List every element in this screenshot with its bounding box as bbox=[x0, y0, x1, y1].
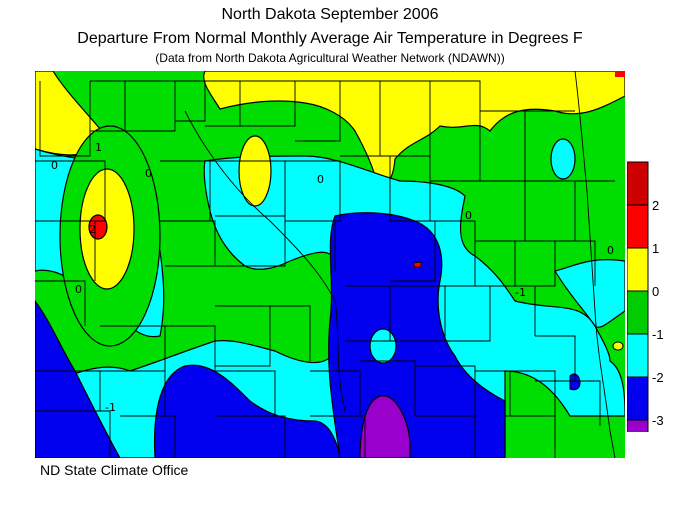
zone-red-corner bbox=[615, 71, 625, 77]
zone-yellow-east-spot bbox=[612, 341, 624, 351]
county-boundaries bbox=[35, 71, 616, 458]
contour-label: 0 bbox=[317, 173, 324, 186]
contour-label: 0 bbox=[75, 283, 82, 296]
zone-blue-southcentral bbox=[154, 364, 341, 458]
legend-label: -2 bbox=[652, 370, 664, 385]
legend-swatch bbox=[627, 247, 649, 292]
contour-label: 0 bbox=[51, 159, 58, 172]
legend-swatch bbox=[627, 290, 649, 335]
temperature-departure-map: 0 2 1 0 0 0 0 -1 -1 0 bbox=[35, 71, 625, 458]
zone-cyan-northeast-spot bbox=[550, 138, 576, 180]
legend-swatch bbox=[627, 376, 649, 421]
map-subtitle: Departure From Normal Monthly Average Ai… bbox=[77, 30, 583, 47]
legend-swatches bbox=[627, 204, 649, 432]
zone-yellow-north-island bbox=[238, 135, 272, 207]
zone-purple-south bbox=[359, 395, 411, 458]
contour-label: 0 bbox=[145, 167, 152, 180]
legend-label: 2 bbox=[652, 198, 659, 213]
map-title: North Dakota September 2006 bbox=[221, 6, 439, 23]
legend-label: -1 bbox=[652, 327, 664, 342]
contour-labels: 0 2 1 0 0 0 0 -1 -1 0 bbox=[51, 141, 614, 414]
zone-blue-east-spot bbox=[569, 373, 581, 391]
legend-swatch bbox=[627, 419, 649, 432]
legend-labels: 2 1 0 -1 -2 -3 bbox=[652, 198, 664, 428]
credit-text: ND State Climate Office bbox=[40, 462, 189, 478]
zone-cyan-central-spot bbox=[369, 328, 397, 364]
contour-label: 0 bbox=[465, 209, 472, 222]
contour-label: 0 bbox=[607, 244, 614, 257]
legend-label: -3 bbox=[652, 413, 664, 428]
contour-label: -1 bbox=[515, 286, 526, 299]
zone-yellow-north bbox=[203, 71, 625, 185]
zone-red-spot-central bbox=[413, 261, 422, 268]
legend-label: 1 bbox=[652, 241, 659, 256]
legend-swatch bbox=[627, 333, 649, 378]
legend-label: 0 bbox=[652, 284, 659, 299]
contour-label: 2 bbox=[89, 223, 96, 236]
legend-swatch bbox=[627, 204, 649, 249]
contour-label: -1 bbox=[105, 401, 116, 414]
legend-swatch-top bbox=[627, 161, 649, 206]
color-legend: 2 1 0 -1 -2 -3 bbox=[627, 161, 664, 432]
zone-cyan-east bbox=[554, 259, 625, 328]
data-source-note: (Data from North Dakota Agricultural Wea… bbox=[155, 51, 505, 65]
contour-label: 1 bbox=[95, 141, 102, 154]
